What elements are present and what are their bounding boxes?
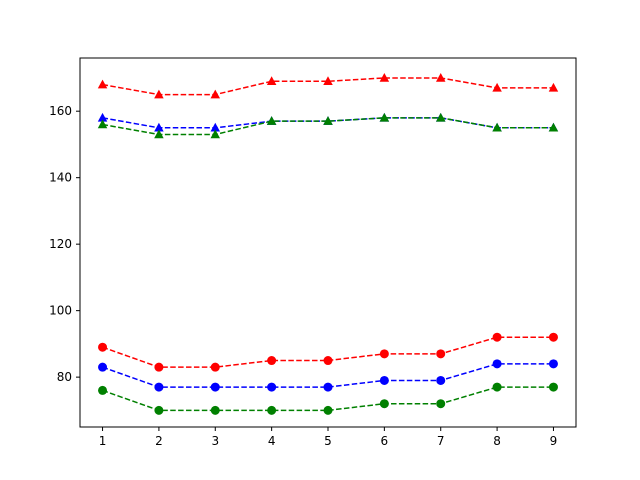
data-point-circle <box>436 349 446 359</box>
y-tick-label: 100 <box>49 304 72 318</box>
data-point-triangle <box>97 119 108 129</box>
data-point-triangle <box>154 129 164 139</box>
x-tick-label: 6 <box>381 434 389 448</box>
series-line <box>102 386 554 412</box>
series-line <box>102 363 554 388</box>
x-tick-label: 2 <box>155 434 163 448</box>
data-point-triangle <box>379 72 390 82</box>
data-point-triangle <box>210 89 221 99</box>
data-point-triangle <box>323 116 333 125</box>
y-tick-label: 160 <box>49 104 72 118</box>
data-point-triangle <box>97 112 108 122</box>
y-axis: 80 100 120 140 160 <box>49 104 80 384</box>
data-point-circle <box>210 362 220 372</box>
data-point-triangle <box>210 122 221 132</box>
x-axis: 1 2 3 4 5 6 7 8 9 <box>99 427 558 448</box>
data-point-circle <box>492 332 502 342</box>
x-tick-label: 5 <box>324 434 332 448</box>
data-point-circle <box>379 375 389 385</box>
plot-frame <box>79 57 577 428</box>
data-point-circle <box>323 405 333 415</box>
data-point-circle <box>154 382 164 392</box>
y-tick-label: 120 <box>49 237 72 251</box>
data-point-circle <box>210 382 220 392</box>
data-point-triangle <box>548 82 559 92</box>
data-point-triangle <box>379 112 390 122</box>
data-point-circle <box>98 342 108 352</box>
data-point-triangle <box>266 76 277 86</box>
x-tick-label: 8 <box>493 434 501 448</box>
data-point-circle <box>267 382 277 392</box>
data-point-triangle <box>435 112 446 122</box>
x-tick-label: 7 <box>437 434 445 448</box>
data-point-circle <box>267 405 277 415</box>
data-point-triangle <box>97 79 108 89</box>
data-point-circle <box>210 405 220 415</box>
series-line <box>102 77 554 96</box>
data-point-triangle <box>435 72 446 82</box>
data-point-triangle <box>210 129 221 139</box>
data-point-triangle <box>266 116 277 125</box>
series-layer <box>97 72 559 415</box>
series-3 <box>97 112 559 139</box>
data-point-triangle <box>548 122 559 132</box>
data-point-circle <box>436 375 446 385</box>
data-point-triangle <box>492 122 502 132</box>
x-tick-label: 4 <box>268 434 276 448</box>
data-point-circle <box>323 356 333 366</box>
data-point-circle <box>267 356 277 366</box>
data-point-circle <box>379 349 389 359</box>
series-5 <box>98 359 558 392</box>
series-line <box>102 117 554 136</box>
series-4 <box>98 332 558 372</box>
series-6 <box>98 382 558 415</box>
data-point-triangle <box>492 82 502 92</box>
data-point-triangle <box>323 76 333 86</box>
y-tick-label: 140 <box>49 171 72 185</box>
y-tick-label: 80 <box>57 370 72 384</box>
series-1 <box>97 72 559 99</box>
data-point-circle <box>492 382 502 392</box>
data-point-circle <box>436 399 446 409</box>
data-point-circle <box>154 405 164 415</box>
data-point-circle <box>548 359 558 369</box>
data-point-circle <box>379 399 389 409</box>
data-point-circle <box>98 362 108 372</box>
data-point-circle <box>548 382 558 392</box>
data-point-circle <box>98 385 108 395</box>
data-point-circle <box>323 382 333 392</box>
data-point-circle <box>492 359 502 369</box>
data-point-circle <box>548 332 558 342</box>
x-tick-label: 9 <box>550 434 558 448</box>
x-tick-label: 1 <box>99 434 107 448</box>
data-point-triangle <box>154 122 164 132</box>
x-tick-label: 3 <box>211 434 219 448</box>
series-line <box>102 117 554 129</box>
data-point-circle <box>154 362 164 372</box>
data-point-triangle <box>154 89 164 99</box>
